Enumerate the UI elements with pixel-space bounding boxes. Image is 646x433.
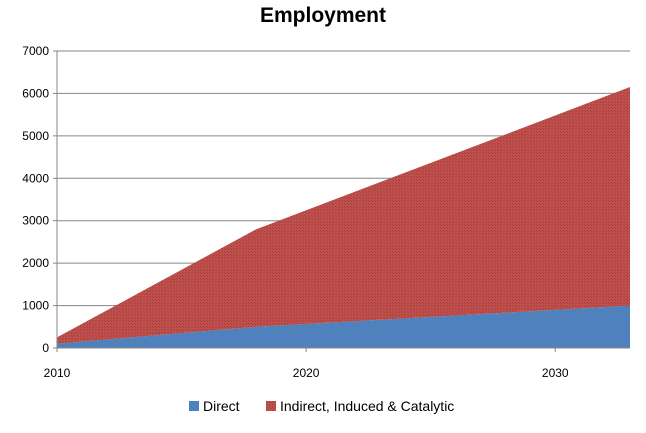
y-tick-label: 3000 — [22, 214, 49, 228]
x-tick-label: 2020 — [293, 366, 320, 380]
y-tick-label: 0 — [42, 341, 49, 355]
legend-swatch-indirect-induced-catalytic — [266, 401, 276, 411]
y-tick-label: 6000 — [22, 86, 49, 100]
y-tick-label: 4000 — [22, 171, 49, 185]
chart-title: Employment — [259, 4, 387, 27]
y-tick-label: 2000 — [22, 256, 49, 270]
x-tick-label: 2030 — [542, 366, 569, 380]
y-tick-label: 1000 — [22, 299, 49, 313]
area-series-indirect-induced-catalytic — [57, 87, 630, 344]
legend-label-direct: Direct — [203, 398, 240, 414]
area-series-direct — [57, 305, 630, 348]
x-tick-label: 2010 — [44, 366, 71, 380]
legend-label-indirect-induced-catalytic: Indirect, Induced & Catalytic — [280, 398, 454, 414]
y-tick-label: 7000 — [22, 44, 49, 58]
legend-swatch-direct — [189, 401, 199, 411]
y-tick-label: 5000 — [22, 129, 49, 143]
